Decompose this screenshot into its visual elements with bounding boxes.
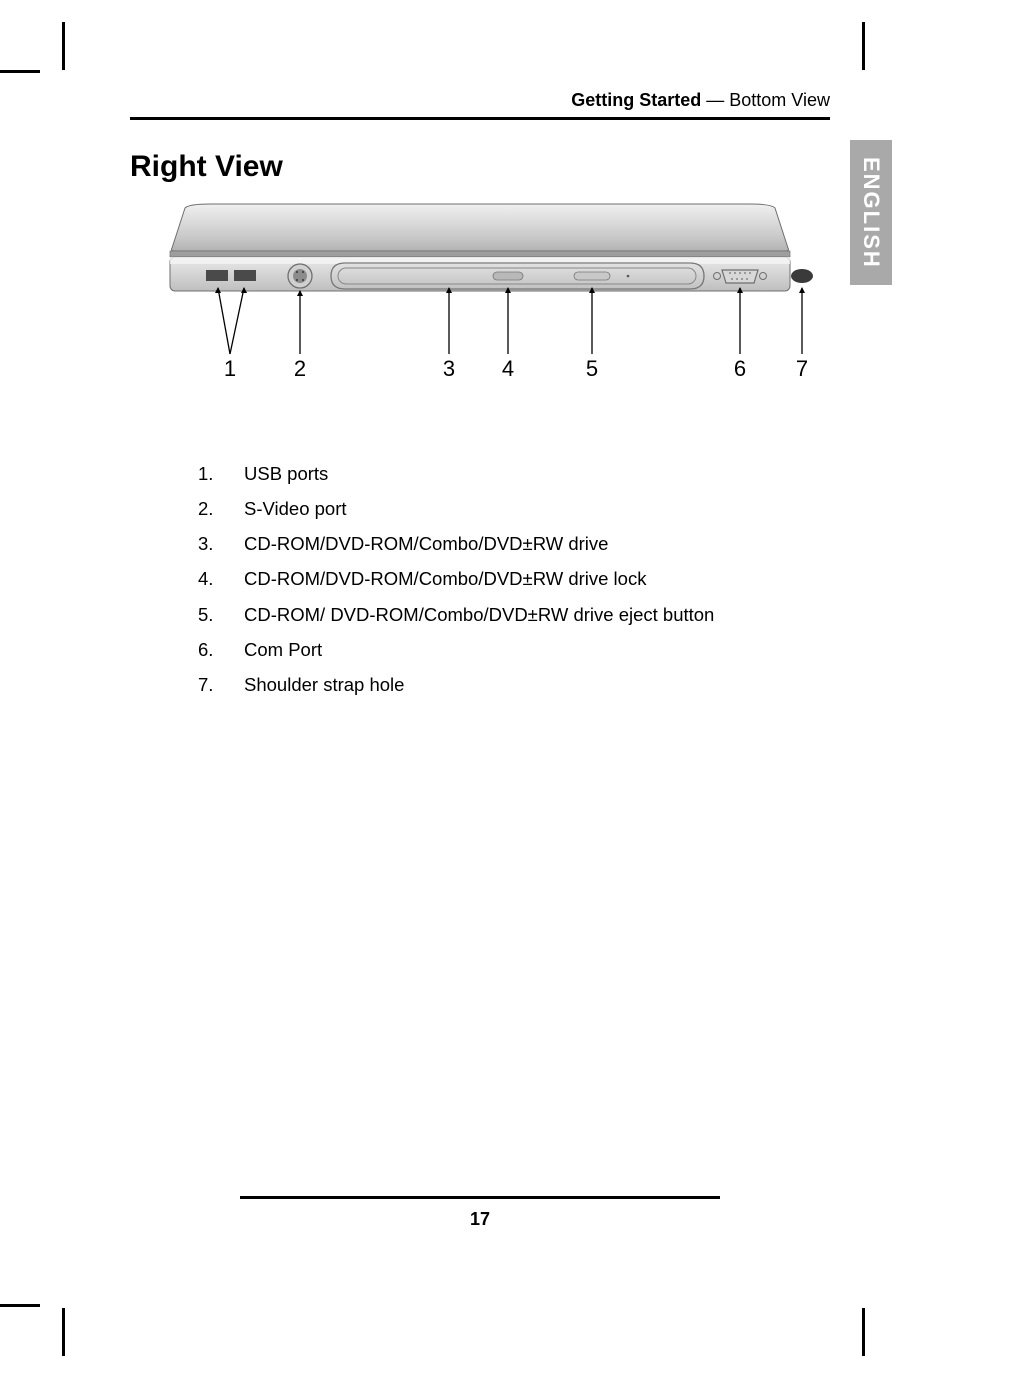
- com-port-icon: [722, 270, 758, 283]
- usb-port-icon: [206, 270, 228, 281]
- callout-number: 3: [443, 356, 455, 381]
- eject-pinhole-icon: [627, 275, 630, 278]
- list-number: 6.: [198, 632, 244, 667]
- usb-port-icon: [234, 270, 256, 281]
- header-section: Getting Started: [571, 90, 701, 110]
- list-item: 2.S-Video port: [198, 491, 830, 526]
- crop-mark: [862, 22, 865, 70]
- section-title: Right View: [130, 150, 830, 184]
- footer-rule: [240, 1196, 720, 1199]
- list-text: CD-ROM/DVD-ROM/Combo/DVD±RW drive: [244, 526, 830, 561]
- list-text: Com Port: [244, 632, 830, 667]
- callout-number: 5: [586, 356, 598, 381]
- svideo-inner-icon: [293, 269, 307, 283]
- list-number: 1.: [198, 456, 244, 491]
- list-item: 6.Com Port: [198, 632, 830, 667]
- page-number: 17: [130, 1209, 830, 1230]
- laptop-hinge: [170, 251, 790, 257]
- list-text: S-Video port: [244, 491, 830, 526]
- page-header: Getting Started — Bottom View: [130, 90, 830, 120]
- language-tab-label: ENGLISH: [858, 157, 884, 269]
- list-text: CD-ROM/ DVD-ROM/Combo/DVD±RW drive eject…: [244, 597, 830, 632]
- list-item: 3.CD-ROM/DVD-ROM/Combo/DVD±RW drive: [198, 526, 830, 561]
- list-number: 3.: [198, 526, 244, 561]
- callout-number: 1: [224, 356, 236, 381]
- laptop-lid: [171, 204, 788, 251]
- arrowhead-icon: [799, 287, 805, 293]
- list-text: Shoulder strap hole: [244, 667, 830, 702]
- page-content: Getting Started — Bottom View ENGLISH Ri…: [130, 90, 830, 1290]
- header-sep: —: [701, 90, 729, 110]
- callout-line: [230, 288, 244, 354]
- strap-hole-icon: [791, 269, 813, 283]
- header-subtitle: Bottom View: [729, 90, 830, 110]
- eject-button-icon: [574, 272, 610, 280]
- crop-mark: [62, 1308, 65, 1356]
- right-view-figure: 1 2 3 4 5 6 7: [130, 196, 830, 391]
- list-item: 5.CD-ROM/ DVD-ROM/Combo/DVD±RW drive eje…: [198, 597, 830, 632]
- list-item: 4.CD-ROM/DVD-ROM/Combo/DVD±RW drive lock: [198, 561, 830, 596]
- callout-numbers: 1 2 3 4 5 6 7: [224, 356, 808, 381]
- crop-mark: [862, 1308, 865, 1356]
- callout-lines: [215, 287, 805, 354]
- list-number: 7.: [198, 667, 244, 702]
- list-item: 1.USB ports: [198, 456, 830, 491]
- list-number: 4.: [198, 561, 244, 596]
- callout-number: 2: [294, 356, 306, 381]
- list-text: CD-ROM/DVD-ROM/Combo/DVD±RW drive lock: [244, 561, 830, 596]
- page-footer: 17: [130, 1196, 830, 1230]
- callout-number: 7: [796, 356, 808, 381]
- crop-mark: [0, 70, 40, 73]
- list-number: 5.: [198, 597, 244, 632]
- parts-list: 1.USB ports2.S-Video port3.CD-ROM/DVD-RO…: [198, 456, 830, 702]
- list-text: USB ports: [244, 456, 830, 491]
- callout-line: [218, 288, 230, 354]
- language-tab: ENGLISH: [850, 140, 892, 285]
- callout-number: 4: [502, 356, 514, 381]
- callout-number: 6: [734, 356, 746, 381]
- drive-lock-icon: [493, 272, 523, 280]
- crop-mark: [62, 22, 65, 70]
- list-item: 7.Shoulder strap hole: [198, 667, 830, 702]
- list-number: 2.: [198, 491, 244, 526]
- crop-mark: [0, 1304, 40, 1307]
